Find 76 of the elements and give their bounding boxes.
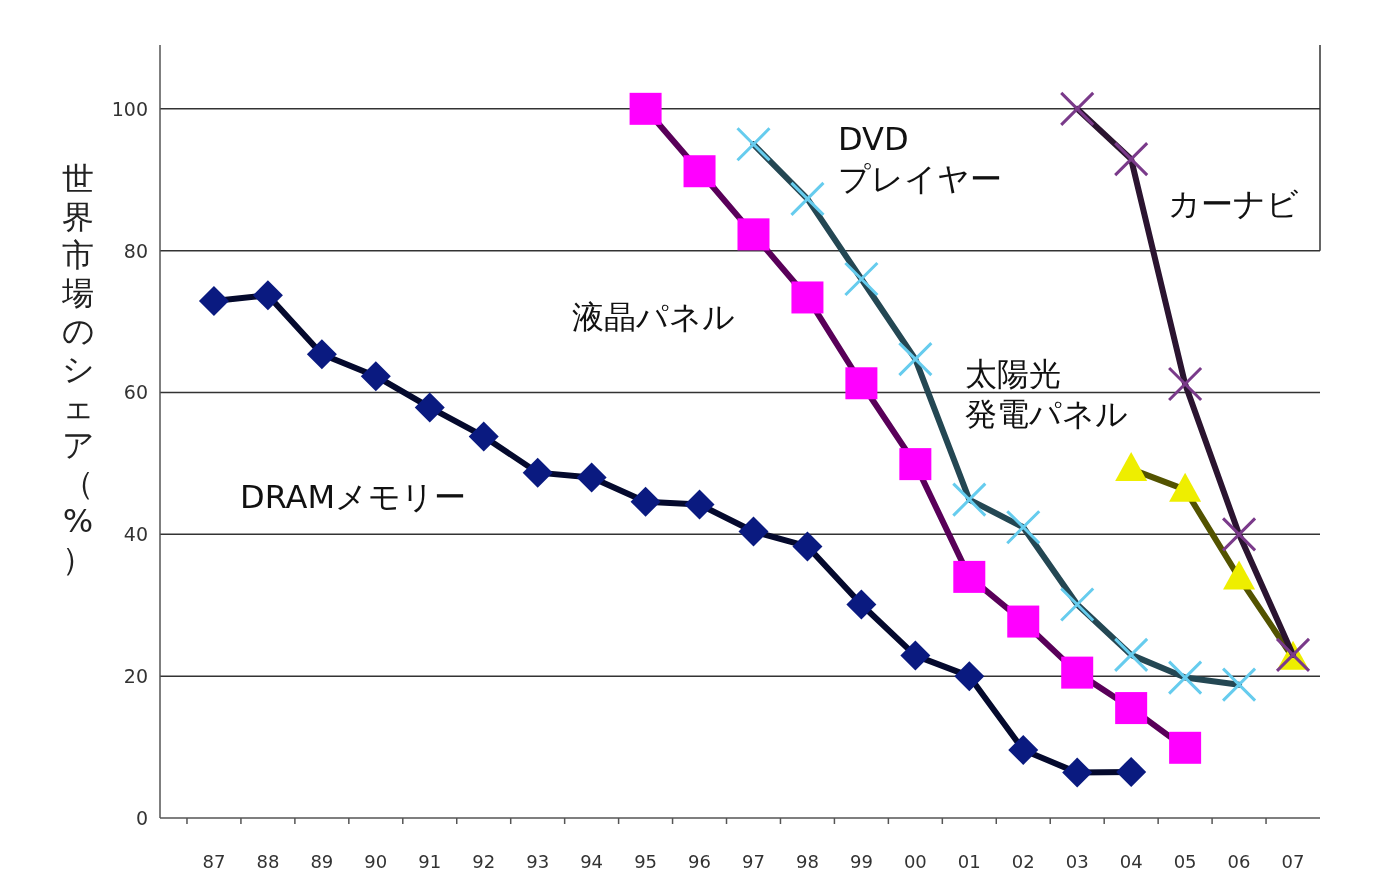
- series-label: DRAMメモリー: [240, 478, 467, 516]
- point: [468, 421, 499, 452]
- point: [1221, 516, 1257, 552]
- point: [897, 341, 933, 377]
- point: [576, 462, 607, 493]
- x-tick-label: 87: [202, 851, 226, 872]
- x-tick-label: 89: [310, 851, 334, 872]
- x-tick-label: 90: [364, 851, 388, 872]
- point: [846, 589, 877, 620]
- y-tick-label: 20: [123, 665, 148, 688]
- point: [954, 661, 985, 692]
- point: [737, 218, 770, 251]
- x-tick-label: 02: [1011, 851, 1035, 872]
- point: [789, 181, 825, 217]
- y-tick-label: 0: [135, 807, 148, 829]
- x-tick-label: 88: [256, 851, 280, 872]
- x-tick-label: 95: [634, 851, 658, 872]
- x-tick-label: 99: [849, 851, 873, 872]
- point: [252, 280, 283, 311]
- point: [845, 367, 878, 400]
- point: [1169, 731, 1202, 764]
- series-label: 太陽光発電パネル: [965, 355, 1128, 433]
- point: [899, 448, 932, 481]
- x-tick-label: 06: [1227, 851, 1251, 872]
- x-tick-label: 91: [418, 851, 442, 872]
- point: [1221, 667, 1257, 703]
- point: [1116, 756, 1147, 787]
- y-tick-label: 40: [123, 523, 148, 546]
- text: 世界市場のシェア（%）: [61, 160, 95, 578]
- point: [953, 560, 986, 593]
- series-label: DVDプレイヤー: [838, 120, 1002, 198]
- x-tick-label: 01: [957, 851, 981, 872]
- y-tick-label: 60: [123, 381, 148, 404]
- x-tick-label: 00: [903, 851, 927, 872]
- point: [629, 92, 662, 125]
- point: [791, 281, 824, 314]
- point: [306, 339, 337, 370]
- x-tick-label: 05: [1173, 851, 1197, 872]
- y-tick-label: 80: [123, 239, 148, 262]
- series-label: カーナビ: [1168, 185, 1299, 223]
- x-tick-label: 97: [742, 851, 765, 872]
- y-tick-label: 100: [111, 97, 148, 120]
- point: [1167, 660, 1203, 696]
- point: [360, 361, 391, 392]
- point: [1007, 605, 1040, 638]
- point: [1113, 637, 1149, 673]
- x-tick-label: 96: [688, 851, 711, 872]
- point: [792, 531, 823, 562]
- point: [522, 457, 553, 488]
- x-tick-label: 93: [526, 851, 550, 872]
- point: [1059, 587, 1095, 623]
- x-tick-label: 04: [1119, 851, 1143, 872]
- point: [1115, 692, 1148, 725]
- point: [951, 482, 987, 518]
- point: [1008, 734, 1039, 765]
- x-tick-label: 94: [580, 851, 604, 872]
- point: [1061, 656, 1094, 689]
- point: [414, 392, 445, 423]
- point: [198, 286, 229, 317]
- point: [684, 489, 715, 520]
- point: [843, 261, 879, 297]
- point: [683, 155, 716, 188]
- point: [735, 126, 771, 162]
- x-tick-label: 98: [795, 851, 819, 872]
- point: [1062, 757, 1093, 788]
- series-label: 液晶パネル: [572, 298, 735, 336]
- x-tick-label: 92: [472, 851, 496, 872]
- point: [1113, 141, 1149, 177]
- point: [738, 516, 769, 547]
- x-tick-label: 07: [1281, 851, 1305, 872]
- point: [1167, 366, 1203, 402]
- x-tick-label: 03: [1065, 851, 1089, 872]
- point: [900, 640, 931, 671]
- point: [1005, 509, 1041, 545]
- point: [1059, 91, 1095, 127]
- point: [630, 486, 661, 517]
